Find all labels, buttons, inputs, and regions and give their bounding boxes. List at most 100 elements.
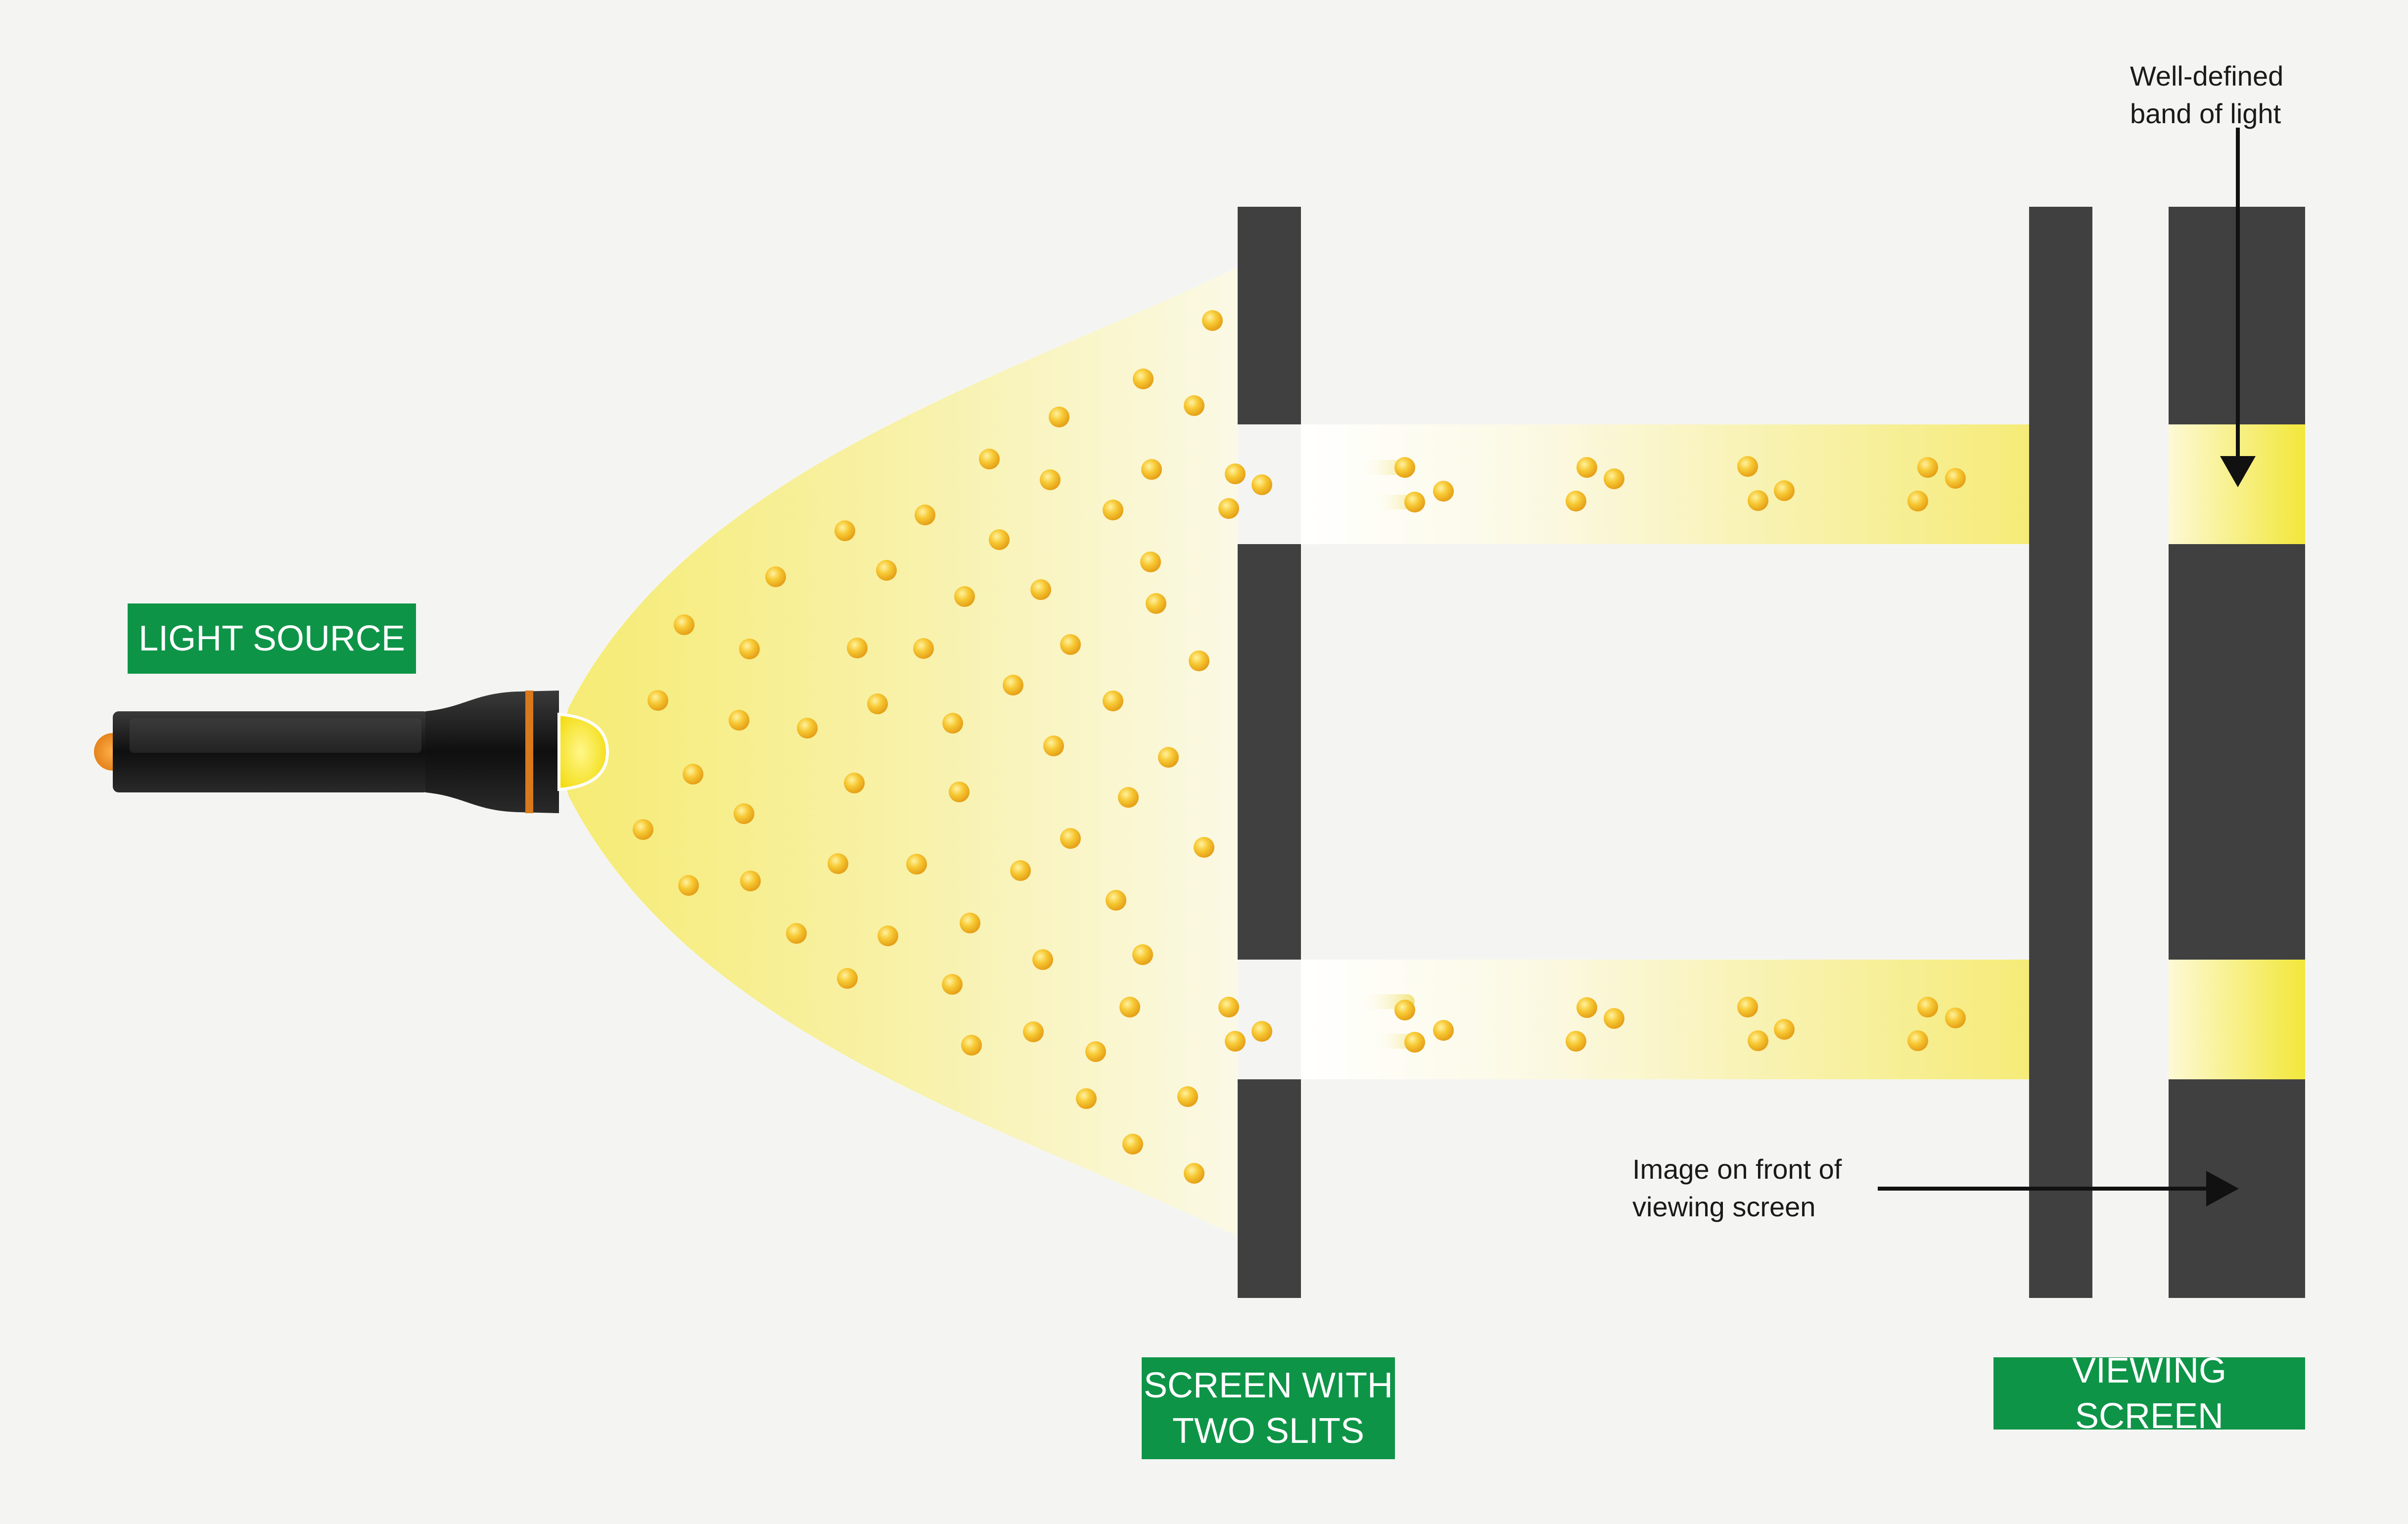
- two-slits-line-2: TWO SLITS: [1172, 1411, 1365, 1451]
- photon-particle-icon: [1394, 457, 1415, 478]
- photon-particle-icon: [1774, 1019, 1795, 1040]
- photon-particle-icon: [1177, 1086, 1198, 1107]
- flashlight-icon: [94, 691, 609, 813]
- band-annotation: Well-defined band of light: [2130, 57, 2283, 133]
- photon-particle-icon: [797, 718, 818, 739]
- photon-particle-icon: [979, 449, 1000, 469]
- photon-particle-icon: [648, 690, 668, 711]
- photon-particle-icon: [1945, 468, 1966, 489]
- photon-particle-icon: [1023, 1021, 1044, 1042]
- two-slit-screen: [1238, 207, 1301, 1298]
- photon-particle-icon: [1106, 890, 1126, 911]
- band-annotation-line-2: band of light: [2130, 98, 2281, 129]
- photon-particle-icon: [1184, 1163, 1204, 1184]
- viewing-screen-side: [2029, 207, 2092, 1298]
- photon-particle-icon: [1737, 456, 1758, 477]
- photon-particle-icon: [1604, 1008, 1624, 1029]
- photon-particle-icon: [837, 968, 858, 989]
- light-source-text: LIGHT SOURCE: [139, 619, 405, 658]
- photon-particle-icon: [1043, 736, 1064, 756]
- photon-particle-icon: [1010, 860, 1031, 881]
- photon-particle-icon: [786, 923, 807, 944]
- photon-particle-icon: [961, 1035, 982, 1056]
- light-cone: [561, 267, 1238, 1237]
- photon-particle-icon: [989, 529, 1010, 550]
- photon-particle-icon: [734, 803, 754, 824]
- photon-particle-icon: [1122, 1134, 1143, 1155]
- photon-particle-icon: [1060, 634, 1081, 655]
- photon-particle-icon: [1194, 837, 1214, 858]
- photon-particle-icon: [828, 853, 848, 874]
- photon-particle-icon: [878, 925, 898, 946]
- photon-particle-icon: [1566, 1031, 1586, 1052]
- photon-particle-icon: [1907, 1030, 1928, 1051]
- photon-particle-icon: [1404, 1032, 1425, 1053]
- photon-particle-icon: [1184, 395, 1204, 416]
- photon-particle-icon: [847, 638, 868, 658]
- arrow-icon: [1878, 128, 2256, 1206]
- photon-particle-icon: [674, 614, 695, 635]
- photon-particle-icon: [678, 875, 699, 896]
- photon-particle-icon: [954, 586, 975, 607]
- photon-particle-icon: [913, 638, 934, 659]
- photon-particle-icon: [1251, 1021, 1272, 1042]
- light-source-label: LIGHT SOURCE: [128, 603, 416, 674]
- photon-particle-icon: [1433, 481, 1454, 502]
- band-annotation-line-1: Well-defined: [2130, 60, 2284, 92]
- photon-particle-icon: [1748, 1030, 1768, 1051]
- photon-particle-icon: [1917, 997, 1938, 1017]
- viewing-screen-text: VIEWING SCREEN: [2072, 1351, 2226, 1436]
- photon-particle-icon: [1737, 997, 1758, 1017]
- photon-particle-icon: [1049, 407, 1069, 427]
- photon-particle-icon: [1189, 650, 1209, 671]
- photon-particle-icon: [1218, 498, 1239, 519]
- photon-particle-icon: [867, 693, 888, 714]
- photon-particle-icon: [1103, 500, 1123, 520]
- photon-particle-icon: [739, 639, 760, 659]
- photon-particle-icon: [1076, 1088, 1097, 1109]
- photon-particle-icon: [834, 520, 855, 541]
- image-annotation-line-1: Image on front of: [1632, 1154, 1842, 1185]
- photon-particle-icon: [1917, 457, 1938, 478]
- photon-particle-icon: [1225, 463, 1246, 484]
- photon-particle-icon: [1945, 1008, 1966, 1028]
- lower-light-band: [2169, 960, 2305, 1079]
- photon-particle-icon: [633, 819, 653, 840]
- photon-particle-icon: [1225, 1031, 1246, 1052]
- photon-particle-icon: [1146, 593, 1166, 614]
- photon-particle-icon: [1748, 490, 1768, 511]
- photon-particle-icon: [960, 913, 980, 933]
- photon-particle-icon: [1060, 828, 1081, 849]
- photon-particle-icon: [1202, 310, 1223, 331]
- photon-particle-icon: [1085, 1041, 1106, 1062]
- photon-particles: [633, 310, 1966, 1184]
- photon-particle-icon: [942, 713, 963, 734]
- photon-particle-icon: [1040, 469, 1061, 490]
- two-slits-label: SCREEN WITH TWO SLITS: [1142, 1357, 1395, 1459]
- photon-particle-icon: [1158, 747, 1179, 768]
- photon-particle-icon: [740, 871, 761, 891]
- photon-particle-icon: [683, 764, 703, 785]
- photon-particle-icon: [844, 773, 865, 793]
- flashlight-bulb: [557, 712, 609, 791]
- photon-particle-icon: [1030, 579, 1051, 600]
- photon-particle-icon: [942, 974, 963, 995]
- photon-particle-icon: [1103, 691, 1123, 711]
- upper-beam: [1301, 424, 2029, 544]
- photon-particle-icon: [1566, 491, 1586, 511]
- photon-particle-icon: [1140, 552, 1161, 572]
- photon-particle-icon: [1394, 1000, 1415, 1020]
- photon-particle-icon: [1604, 468, 1624, 489]
- image-annotation-line-2: viewing screen: [1632, 1191, 1816, 1222]
- photon-particle-icon: [1119, 997, 1140, 1017]
- photon-particle-icon: [949, 782, 970, 802]
- photon-particle-icon: [1251, 474, 1272, 495]
- lower-beam: [1301, 960, 2029, 1079]
- photon-particle-icon: [906, 854, 927, 875]
- photon-particle-icon: [1133, 369, 1154, 389]
- viewing-screen-label: VIEWING SCREEN: [1993, 1351, 2305, 1436]
- photon-particle-icon: [765, 566, 786, 587]
- photon-particle-icon: [1218, 997, 1239, 1017]
- photon-particle-icon: [1132, 944, 1153, 965]
